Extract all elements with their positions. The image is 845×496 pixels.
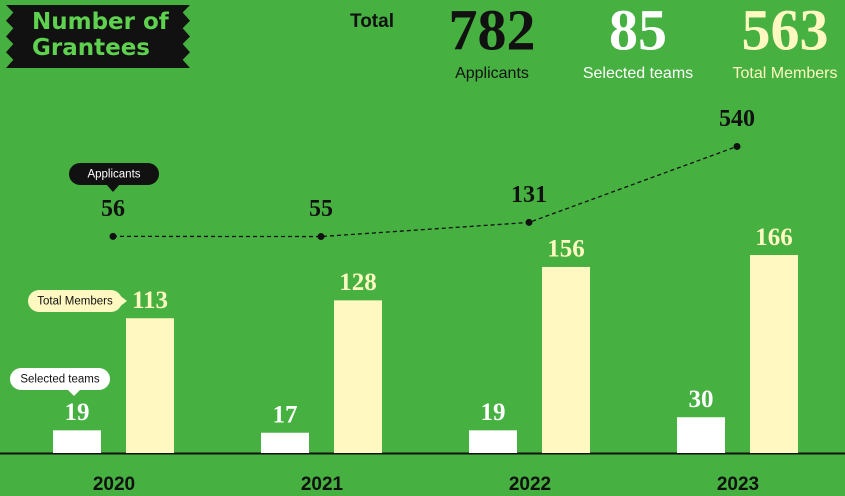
bar (750, 255, 798, 453)
bar (126, 318, 174, 453)
data-label: 56 (101, 196, 125, 222)
callout-bubble (28, 290, 122, 312)
callout-bubble (106, 184, 120, 192)
data-label: 128 (339, 269, 377, 296)
bar (469, 430, 517, 453)
legend-label: Selected teams (20, 374, 100, 386)
bar (542, 266, 590, 453)
applicants-line (112, 145, 738, 238)
callout-bubble (69, 163, 159, 185)
data-label: 113 (132, 287, 168, 314)
data-label: 30 (689, 386, 714, 413)
bar (677, 417, 725, 453)
data-label: 55 (309, 196, 333, 222)
callout-bubble (10, 368, 110, 390)
data-label: 540 (719, 106, 755, 132)
summary-caption: Total Members (733, 65, 838, 82)
legend-label: Applicants (87, 169, 140, 181)
line-point (525, 218, 533, 226)
data-label: 131 (511, 182, 547, 208)
summary-caption: Applicants (455, 65, 529, 82)
line-point (317, 233, 325, 241)
data-label: 19 (481, 399, 506, 426)
x-tick-label: 2023 (717, 474, 759, 495)
chart-title: Number of Grantees (32, 9, 169, 61)
data-label: 19 (65, 399, 90, 426)
line-point (733, 142, 741, 150)
bar (261, 432, 309, 453)
summary-value: 85 (609, 0, 667, 62)
bar (334, 300, 382, 453)
legend-label: Total Members (37, 296, 113, 308)
bar (53, 430, 101, 453)
x-tick-label: 2021 (301, 474, 344, 495)
summary-caption: Selected teams (583, 65, 693, 82)
data-label: 17 (273, 401, 298, 428)
line-point (109, 232, 117, 240)
x-tick-label: 2022 (509, 474, 551, 495)
data-label: 166 (755, 224, 793, 251)
title-badge: Number of Grantees (6, 5, 190, 68)
summary-label: Total (350, 11, 394, 32)
data-label: 156 (547, 236, 585, 263)
x-tick-label: 2020 (93, 474, 135, 495)
summary-value: 563 (742, 0, 829, 62)
summary-value: 782 (449, 0, 536, 62)
